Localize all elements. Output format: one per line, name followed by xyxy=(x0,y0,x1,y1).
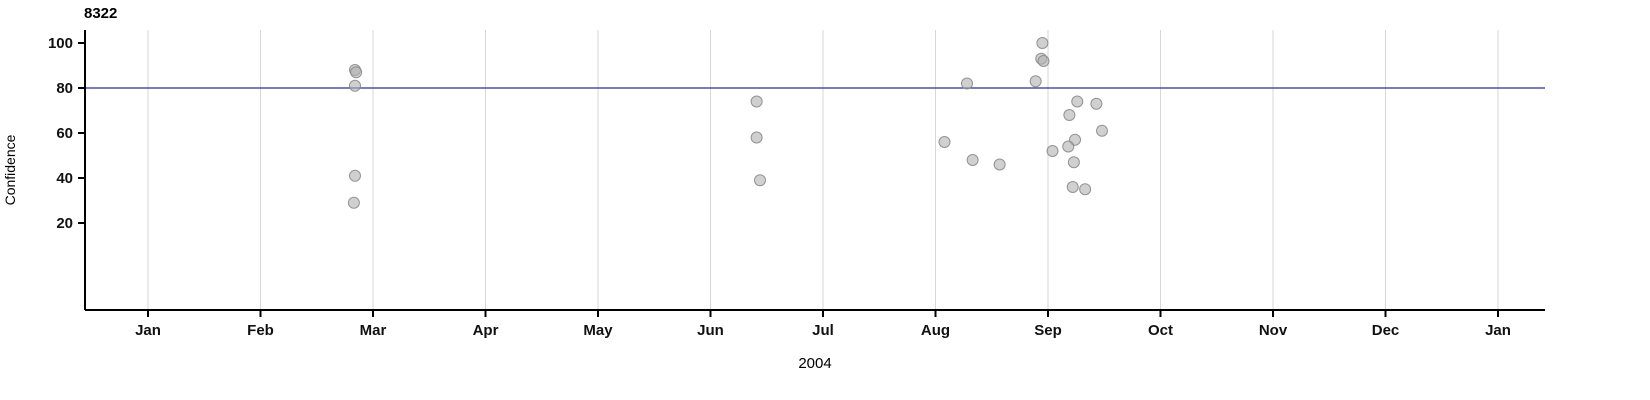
x-tick-label: Apr xyxy=(473,322,499,339)
data-point xyxy=(1036,37,1049,49)
data-point xyxy=(966,154,979,166)
y-axis-label: Confidence xyxy=(2,134,18,205)
data-point xyxy=(1096,124,1108,137)
y-tick-label: 40 xyxy=(56,170,73,187)
data-point xyxy=(1066,181,1079,193)
x-axis-label: 2004 xyxy=(798,355,831,372)
x-tick-label: May xyxy=(583,322,613,339)
x-tick-label: Mar xyxy=(360,322,387,339)
y-tick-label: 60 xyxy=(56,125,73,142)
x-tick-label: Dec xyxy=(1372,322,1400,339)
data-point xyxy=(1079,183,1092,196)
data-point xyxy=(1046,145,1059,157)
x-tick-label: Nov xyxy=(1259,322,1288,339)
x-tick-label: Jun xyxy=(697,322,724,339)
data-point xyxy=(961,77,973,90)
data-point xyxy=(1029,75,1042,88)
data-point xyxy=(347,196,360,209)
data-point xyxy=(1063,109,1076,121)
x-tick-label: Jan xyxy=(135,322,161,339)
data-point xyxy=(750,131,763,144)
data-point xyxy=(1062,140,1075,153)
data-point xyxy=(1067,156,1080,169)
y-tick-label: 100 xyxy=(48,35,73,52)
data-point xyxy=(938,136,951,148)
data-point xyxy=(349,169,361,182)
x-tick-label: Jan xyxy=(1485,322,1511,339)
data-points-layer xyxy=(347,37,1108,209)
data-point xyxy=(750,95,763,108)
chart-title: 8322 xyxy=(84,5,117,22)
x-tick-label: Feb xyxy=(247,322,274,339)
x-tick-label: Oct xyxy=(1148,322,1173,339)
data-point xyxy=(349,79,361,92)
data-point xyxy=(993,158,1006,171)
x-tick-label: Jul xyxy=(812,322,834,339)
data-point xyxy=(350,66,363,79)
y-tick-label: 20 xyxy=(56,215,73,232)
data-point xyxy=(1090,97,1103,110)
data-point xyxy=(1037,55,1050,67)
x-tick-label: Aug xyxy=(921,322,950,339)
gridlines-layer xyxy=(147,30,1499,310)
data-point xyxy=(754,174,766,187)
x-tick-label: Sep xyxy=(1034,322,1062,339)
data-point xyxy=(1071,95,1084,108)
y-tick-label: 80 xyxy=(56,80,73,97)
axes-layer: 20 40 60 80 100 Jan Feb Mar Apr May Jun Jul Aug Sep Oc… xyxy=(48,30,1545,339)
